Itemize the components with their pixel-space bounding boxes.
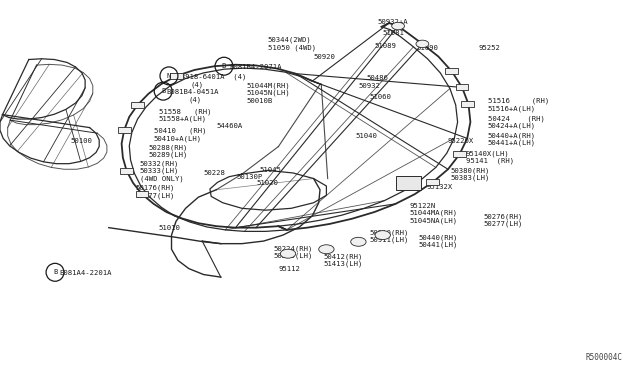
Text: 95141  (RH): 95141 (RH) [466,157,514,164]
Text: 50410   (RH): 50410 (RH) [154,128,206,134]
Text: 95220X: 95220X [448,138,474,144]
Text: 50010B: 50010B [246,98,273,104]
Circle shape [392,22,404,30]
Text: 50344(2WD): 50344(2WD) [268,37,311,44]
Text: 51413(LH): 51413(LH) [323,261,363,267]
FancyBboxPatch shape [456,84,468,90]
Text: 50224(RH): 50224(RH) [274,245,314,252]
Text: 95132X: 95132X [426,184,452,190]
Text: 50412(RH): 50412(RH) [323,253,363,260]
Circle shape [280,249,296,258]
Text: 50911(LH): 50911(LH) [370,237,410,243]
Text: B081B4-0451A: B081B4-0451A [166,89,219,95]
FancyBboxPatch shape [118,127,131,133]
Text: B: B [222,63,226,69]
Text: 50932: 50932 [358,83,380,89]
Text: B081B4-2071A: B081B4-2071A [229,64,282,70]
Text: 50333(LH): 50333(LH) [140,168,179,174]
Text: (4): (4) [191,81,204,88]
Text: 50288(RH): 50288(RH) [148,144,188,151]
FancyBboxPatch shape [136,191,148,197]
Text: 51516     (RH): 51516 (RH) [488,98,549,105]
Text: 51044MA(RH): 51044MA(RH) [410,210,458,217]
Text: 54460A: 54460A [216,123,243,129]
Text: 50440(RH): 50440(RH) [419,234,458,241]
Text: 51089: 51089 [374,43,396,49]
Text: 51558+A(LH): 51558+A(LH) [159,116,207,122]
Text: 51045: 51045 [260,167,282,173]
Text: 50332(RH): 50332(RH) [140,160,179,167]
Text: B081A4-2201A: B081A4-2201A [59,270,111,276]
Text: 50910(RH): 50910(RH) [370,229,410,236]
Text: 95252: 95252 [479,45,500,51]
Text: 50177(LH): 50177(LH) [136,192,175,199]
Text: 51060: 51060 [370,94,392,100]
Text: 51050 (4WD): 51050 (4WD) [268,44,316,51]
FancyBboxPatch shape [131,102,144,108]
Text: 50277(LH): 50277(LH) [483,221,523,227]
Circle shape [375,231,390,240]
Text: 50932+A: 50932+A [378,19,408,25]
Text: 51044M(RH): 51044M(RH) [246,82,290,89]
FancyBboxPatch shape [170,73,183,79]
Text: 50410+A(LH): 50410+A(LH) [154,135,202,142]
Text: 95122N: 95122N [410,203,436,209]
Text: 51081: 51081 [382,31,404,36]
Text: 50920: 50920 [314,54,335,60]
FancyBboxPatch shape [445,68,458,74]
Text: 51045NA(LH): 51045NA(LH) [410,217,458,224]
Text: B: B [161,88,165,94]
FancyBboxPatch shape [120,168,133,174]
Text: 50289(LH): 50289(LH) [148,151,188,158]
Text: 51516+A(LH): 51516+A(LH) [488,105,536,112]
Text: 50441+A(LH): 50441+A(LH) [488,140,536,146]
Text: 50486: 50486 [366,75,388,81]
Circle shape [351,237,366,246]
Text: 51010: 51010 [159,225,180,231]
Text: (4WD ONLY): (4WD ONLY) [140,175,183,182]
Text: 50228: 50228 [204,170,225,176]
FancyBboxPatch shape [426,179,439,185]
Text: R500004C: R500004C [585,353,622,362]
Text: 51090: 51090 [416,45,438,51]
Text: (4): (4) [189,96,202,103]
Text: 95140X(LH): 95140X(LH) [466,150,509,157]
Text: 50276(RH): 50276(RH) [483,213,523,220]
FancyBboxPatch shape [453,151,466,157]
Text: 50100: 50100 [70,138,92,144]
Text: 50383(LH): 50383(LH) [451,174,490,181]
Circle shape [416,40,429,48]
Text: 50424    (RH): 50424 (RH) [488,115,545,122]
Text: N: N [167,73,171,79]
Text: 51558   (RH): 51558 (RH) [159,108,211,115]
Text: 51020: 51020 [256,180,278,186]
FancyBboxPatch shape [461,101,474,107]
Text: 51045N(LH): 51045N(LH) [246,90,290,96]
Text: 50424+A(LH): 50424+A(LH) [488,122,536,129]
Text: 95112: 95112 [278,266,300,272]
Text: 50130P: 50130P [237,174,263,180]
Text: 51040: 51040 [355,133,377,139]
FancyBboxPatch shape [396,176,421,190]
Circle shape [319,245,334,254]
Text: 50176(RH): 50176(RH) [136,185,175,191]
Text: 50440+A(RH): 50440+A(RH) [488,132,536,139]
Text: B: B [53,269,57,275]
Text: 50441(LH): 50441(LH) [419,241,458,248]
Text: 50225(LH): 50225(LH) [274,253,314,259]
Text: 50380(RH): 50380(RH) [451,167,490,174]
Text: N08918-6401A  (4): N08918-6401A (4) [172,74,246,80]
